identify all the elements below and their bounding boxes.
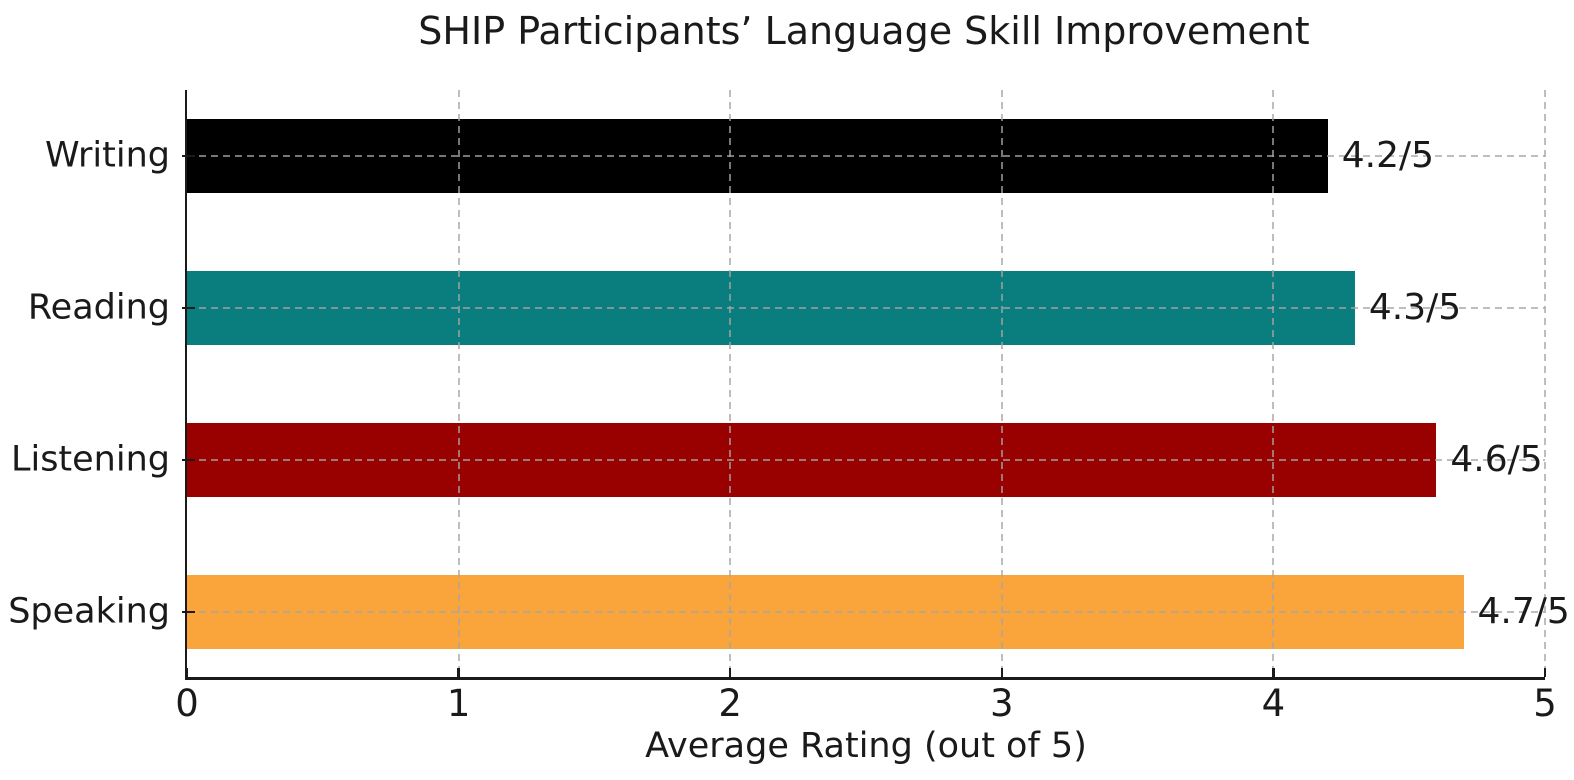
horizontal-gridline [187,611,1545,613]
y-category-label: Writing [45,135,170,176]
horizontal-gridline [187,459,1545,461]
x-tick-label: 5 [1533,682,1557,725]
vertical-gridline [729,90,732,677]
x-axis-tick [185,668,189,677]
vertical-gridline [457,90,460,677]
vertical-gridline [1544,90,1546,677]
y-category-label: Speaking [8,591,170,632]
y-axis-tick [182,306,195,310]
x-axis-tick [457,668,460,677]
x-axis-tick [1543,668,1547,677]
vertical-gridline [1272,90,1275,677]
bar-value-label: 4.3/5 [1368,287,1462,329]
x-axis-tick [728,668,732,677]
x-tick-label: 2 [718,682,742,725]
bar-value-label: 4.2/5 [1341,135,1435,177]
horizontal-gridline [187,155,1545,157]
x-tick-label: 4 [1261,682,1286,725]
y-axis-tick [182,458,195,462]
x-tick-label: 0 [175,682,199,725]
y-category-label: Reading [27,287,170,328]
bar-value-label: 4.7/5 [1477,591,1570,633]
chart-title: SHIP Participants’ Language Skill Improv… [418,9,1310,53]
x-tick-label: 1 [446,682,471,725]
x-axis-tick [1000,668,1004,677]
vertical-gridline [1000,90,1003,677]
y-category-label: Listening [10,439,170,480]
y-axis-tick [182,154,195,158]
x-axis-label: Average Rating (out of 5) [645,726,1087,766]
y-axis-tick [182,610,195,614]
x-tick-label: 3 [990,682,1014,725]
bar-value-label: 4.6/5 [1450,439,1543,481]
horizontal-gridline [187,307,1545,309]
plot-area: 0 1 2 3 4 5 Writing 4.2/5 Reading 4.3/5 Listening 4… [8,90,1570,766]
x-axis-tick [1272,668,1275,677]
